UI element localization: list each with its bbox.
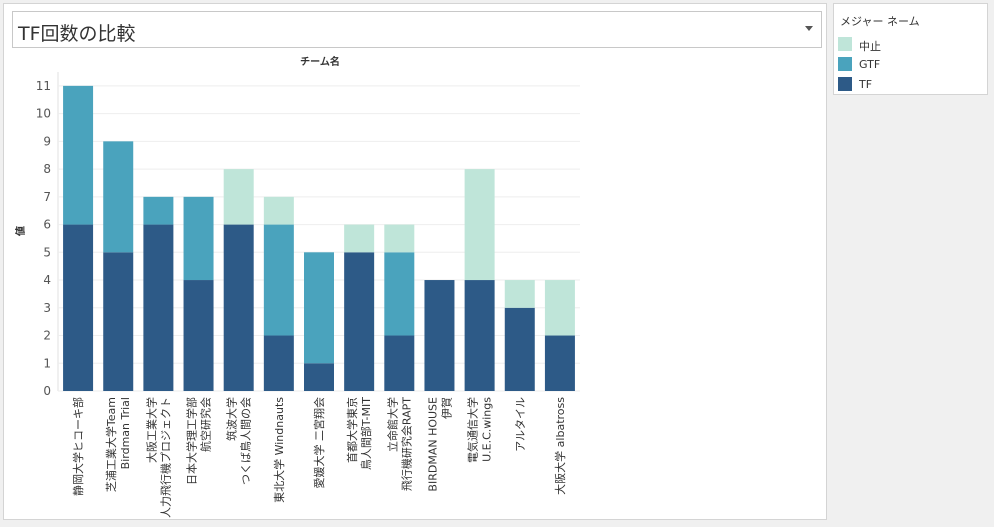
legend-label-stop: 中止 [859,40,881,53]
x-tick-label: つくば鳥人間の会 [239,397,253,485]
x-tick-label: 日本大学理工学部 [185,397,199,485]
bar-segment [103,252,134,391]
bar-segment [464,169,495,281]
chevron-down-icon[interactable] [805,26,813,31]
legend-label-tf: TF [859,78,873,91]
y-tick-label: 0 [43,384,51,398]
chart-title: TF回数の比較 [18,23,136,45]
y-tick-label: 2 [43,329,51,343]
x-tick-label: 立命館大学 [385,397,399,452]
bar-segment [143,224,174,391]
bar-segment [424,280,455,391]
x-tick-label: 大阪工業大学 [144,397,158,463]
bar-segment [384,252,415,336]
y-axis-label: 値 [14,226,27,237]
bar-segment [263,224,294,336]
y-tick-label: 1 [43,356,51,370]
x-tick-label: 飛行機研究会RAPT [399,397,413,491]
x-tick-label: Birdman Trial [119,397,132,469]
x-tick-label: 首都大学東京 [345,397,359,463]
bar-segment [143,196,174,225]
bar-segment [344,252,375,391]
chart-header: チーム名 [300,55,340,68]
chart-panel: TF回数の比較 [3,3,827,520]
legend-swatch-tf [838,77,852,91]
bar-segment [63,85,94,225]
x-tick-label: 静岡大学ヒコーキ部 [71,397,85,496]
legend-swatch-stop [838,37,852,51]
bar-segment [384,335,415,391]
x-tick-label: 伊賀 [440,397,453,419]
bar-segment [504,307,535,391]
bar-segment [544,280,575,336]
x-tick-label: 愛媛大学 二宮翔会 [312,397,326,489]
x-tick-label: 人力飛行機プロジェクト [158,397,172,518]
y-tick-label: 8 [43,162,51,176]
bar-segment [63,224,94,391]
y-tick-label: 11 [36,79,51,93]
bar-segment [304,252,334,364]
bar-segment [304,363,334,391]
x-tick-label: 鳥人間部T-MIT [359,397,373,470]
bar-segment [344,224,375,253]
bar-segment [183,196,214,281]
x-tick-label: 芝浦工業大学Team [104,397,118,492]
x-tick-label: 航空研究会 [199,397,213,452]
x-tick-label: U.E.C.wings [481,397,494,462]
legend-title: メジャー ネーム [840,15,920,28]
title-dropdown[interactable]: TF回数の比較 [12,11,822,48]
bar-segment [183,280,214,391]
y-tick-label: 6 [43,218,51,232]
x-tick-label: 東北大学 Windnauts [272,397,286,503]
y-tick-label: 7 [43,190,51,204]
bar-segment [223,169,254,225]
bar-segment [384,224,415,253]
legend-label-gtf: GTF [859,58,881,71]
y-tick-label: 4 [43,273,51,287]
x-tick-label: アルタイル [514,397,527,452]
y-tick-label: 10 [36,107,51,121]
bar-segment [464,280,495,391]
x-tick-label: 筑波大学 [225,397,239,441]
y-tick-label: 3 [43,301,51,315]
legend-item-gtf[interactable]: GTF [838,57,978,73]
bar-segment [263,335,294,391]
x-tick-label: 大阪大学 albatross [553,397,567,495]
y-tick-label: 5 [43,245,51,259]
bar-segment [103,141,134,253]
legend-swatch-gtf [838,57,852,71]
y-tick-label: 9 [43,134,51,148]
bar-segment [263,196,294,225]
bar-segment [544,335,575,391]
x-tick-label: BIRDMAN HOUSE [426,397,439,492]
legend-item-tf[interactable]: TF [838,77,978,93]
x-tick-label: 電気通信大学 [466,397,480,463]
legend-item-stop[interactable]: 中止 [838,37,978,53]
bar-segment [223,224,254,391]
bar-segment [504,280,535,308]
legend: メジャー ネーム 中止 GTF TF [833,3,988,95]
